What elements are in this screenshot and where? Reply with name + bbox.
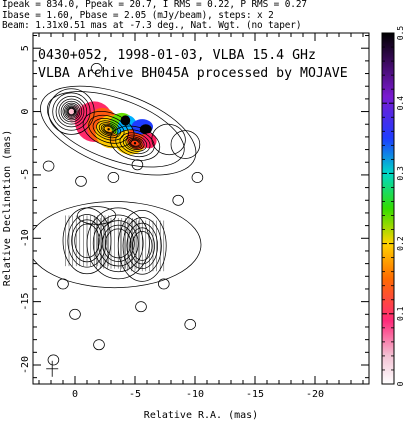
jet-knot-contour bbox=[103, 125, 114, 133]
noise-contour bbox=[57, 278, 69, 290]
component-marker bbox=[107, 128, 110, 131]
colorbar-tick-label: 0.4 bbox=[396, 96, 405, 111]
noise-contour bbox=[158, 278, 170, 290]
jet-knot-contour bbox=[127, 137, 143, 149]
y-tick-label: 0 bbox=[20, 109, 31, 115]
y-tick-label: -5 bbox=[20, 169, 31, 181]
jet-knot-contour bbox=[115, 129, 155, 158]
header-line-1: Ipeak = 834.0, Ppeak = 20.7, I RMS = 0.2… bbox=[2, 0, 307, 10]
colorbar bbox=[381, 32, 395, 385]
x-tick-label: -20 bbox=[306, 389, 324, 400]
x-axis-label: Relative R.A. (mas) bbox=[144, 410, 258, 421]
header-line-3: Beam: 1.31x0.51 mas at -7.3 deg., Nat. W… bbox=[2, 20, 302, 32]
colorbar-tick-label: 0 bbox=[396, 381, 405, 386]
y-axis-label: Relative Declination (mas) bbox=[2, 130, 13, 287]
colorbar-tick-label: 0.3 bbox=[396, 166, 405, 181]
y-tick-label: -15 bbox=[20, 293, 31, 311]
x-tick-label: -10 bbox=[186, 389, 204, 400]
jet-envelope-contour bbox=[151, 123, 186, 156]
ghost-contour bbox=[122, 217, 162, 275]
colorbar-tick-label: 0.1 bbox=[396, 306, 405, 321]
noise-contour bbox=[191, 172, 204, 183]
jet-knot-contour bbox=[119, 132, 151, 155]
colorbar-ticks: 0 0.1 0.2 0.3 0.4 0.5 bbox=[382, 26, 405, 386]
chart-subtitle: VLBA Archive BH045A processed by MOJAVE bbox=[38, 66, 348, 81]
y-tick-label: -10 bbox=[20, 229, 31, 247]
component-marker bbox=[73, 110, 77, 113]
jet-knot-contour bbox=[109, 125, 161, 161]
jet-knot-contour bbox=[96, 120, 122, 139]
jet-knot-contour bbox=[125, 136, 145, 150]
jet-knot-contour bbox=[100, 123, 117, 135]
noise-contour bbox=[184, 319, 196, 330]
ghost-contour bbox=[67, 214, 107, 268]
x-tick-label: -15 bbox=[246, 389, 264, 400]
component-marker bbox=[133, 142, 137, 145]
y-tick-label: 5 bbox=[20, 45, 31, 51]
core-contour bbox=[64, 104, 79, 119]
jet-knot-contour bbox=[98, 122, 119, 137]
ghost-envelope-contour bbox=[33, 201, 202, 289]
header-line-2: Ibase = 1.60, Pbase = 2.05 (mJy/beam), s… bbox=[2, 9, 274, 21]
plot-header: Ipeak = 834.0, Ppeak = 20.7, I RMS = 0.2… bbox=[2, 0, 407, 32]
chart-title: 0430+052, 1998-01-03, VLBA 15.4 GHz bbox=[38, 48, 316, 63]
noise-contour bbox=[90, 63, 103, 74]
core-contour bbox=[65, 105, 78, 118]
core-contour bbox=[55, 95, 88, 128]
x-tick-label: 0 bbox=[72, 389, 78, 400]
noise-contour bbox=[131, 159, 144, 171]
jet-knot-contour bbox=[129, 138, 141, 148]
jet-knot-contour bbox=[88, 114, 129, 144]
noise-contour bbox=[93, 339, 105, 351]
core-contour bbox=[58, 98, 85, 125]
colorbar-tick-label: 0.2 bbox=[396, 236, 405, 251]
noise-contour bbox=[107, 172, 120, 183]
core-contour bbox=[48, 88, 95, 135]
y-tick-label: -20 bbox=[20, 356, 31, 374]
plot-frame bbox=[32, 32, 370, 385]
noise-contour bbox=[172, 194, 184, 206]
noise-contour bbox=[47, 354, 60, 366]
core-contour bbox=[52, 92, 91, 131]
core-contour bbox=[60, 100, 83, 123]
jet-knot-contour bbox=[130, 139, 140, 147]
jet-envelope-contour bbox=[170, 130, 201, 159]
core-contour bbox=[62, 102, 81, 121]
x-tick-label: -5 bbox=[129, 389, 141, 400]
noise-contour bbox=[75, 175, 87, 187]
noise-contour bbox=[135, 301, 147, 313]
jet-envelope-contour bbox=[46, 91, 185, 168]
jet-knot-contour bbox=[122, 134, 148, 152]
axis-ticks: 0 -5 -10 -15 -20 5 0 -5 -10 -15 -20 bbox=[20, 33, 369, 400]
colorbar-tick-label: 0.5 bbox=[396, 26, 405, 41]
ghost-contour bbox=[92, 214, 144, 273]
noise-contour bbox=[42, 160, 55, 172]
contour-layer bbox=[33, 63, 204, 377]
jet-envelope-contour bbox=[40, 85, 197, 176]
noise-contour bbox=[69, 308, 81, 320]
